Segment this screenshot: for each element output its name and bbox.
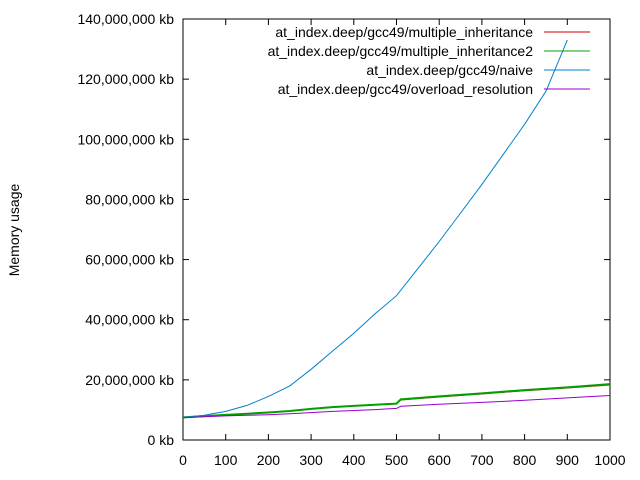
y-tick-label: 140,000,000 kb (77, 11, 174, 27)
y-tick-label: 80,000,000 kb (85, 191, 174, 207)
x-tick-label: 1000 (594, 452, 625, 468)
y-tick-label: 40,000,000 kb (85, 312, 174, 328)
y-tick-label: 60,000,000 kb (85, 252, 174, 268)
series-line-1 (182, 383, 611, 419)
x-tick-label: 800 (513, 452, 537, 468)
y-axis-label: Memory usage (6, 183, 22, 276)
y-tick-label: 100,000,000 kb (77, 131, 174, 147)
y-tick-label: 120,000,000 kb (77, 71, 174, 87)
legend-label-1: at_index.deep/gcc49/multiple_inheritance… (268, 43, 534, 59)
series-lines (182, 39, 611, 419)
legend-label-2: at_index.deep/gcc49/naive (366, 62, 533, 78)
legend: at_index.deep/gcc49/multiple_inheritance… (268, 24, 590, 97)
legend-label-3: at_index.deep/gcc49/overload_resolution (278, 81, 533, 97)
x-tick-label: 100 (214, 452, 238, 468)
x-tick-label: 300 (299, 452, 323, 468)
x-tick-label: 900 (556, 452, 580, 468)
series-line-0 (182, 384, 611, 418)
y-tick-label: 20,000,000 kb (85, 372, 174, 388)
x-tick-label: 0 (179, 452, 187, 468)
x-tick-label: 600 (428, 452, 452, 468)
x-tick-label: 200 (257, 452, 281, 468)
y-tick-label: 0 kb (148, 432, 175, 448)
legend-label-0: at_index.deep/gcc49/multiple_inheritance (275, 24, 533, 40)
x-tick-label: 500 (385, 452, 409, 468)
x-axis: 0 100 200 300 400 500 600 700 800 900 1000 (179, 19, 626, 468)
series-line-2 (182, 39, 568, 418)
x-tick-label: 700 (470, 452, 494, 468)
series-line-3 (182, 395, 611, 419)
y-axis: 0 kb 20,000,000 kb 40,000,000 kb 60,000,000… (77, 11, 610, 448)
x-tick-label: 400 (342, 452, 366, 468)
